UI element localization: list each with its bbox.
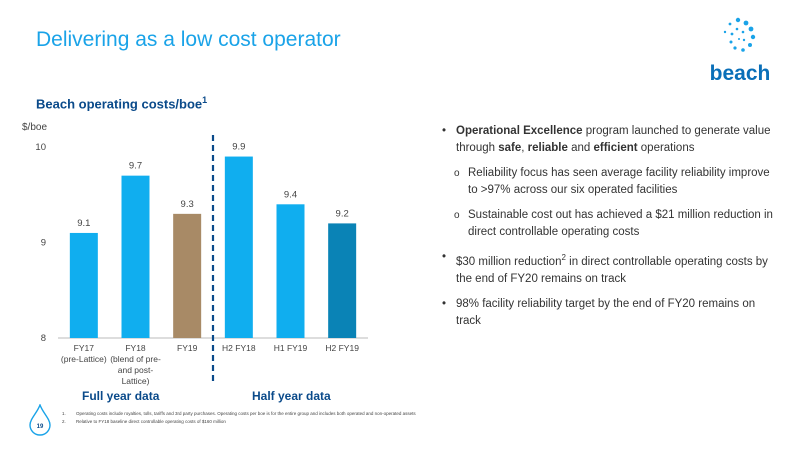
sub-bullet-item: Sustainable cost out has achieved a $21 …: [440, 207, 780, 241]
footnotes: 1. Operating costs include royalties, tol…: [62, 410, 416, 426]
data-label: 9.9: [232, 142, 245, 153]
full-year-data-label: Full year data: [82, 389, 160, 403]
beach-logo: beach: [710, 17, 771, 85]
footnote-text: Operating costs include royalties, tolls…: [76, 411, 416, 416]
x-tick-label: H2 FY18: [222, 343, 256, 353]
bullet-text: Operational Excellence: [456, 125, 583, 137]
bullet-text: program launched to generate value throu…: [456, 125, 771, 154]
x-tick-label: FY19: [177, 343, 198, 353]
water-drop-icon: [29, 404, 51, 436]
logo-dots: [723, 17, 756, 52]
chart-heading-text: Beach operating costs/boe: [36, 96, 203, 112]
bullet-text: reliable: [527, 142, 568, 154]
footnote-text: Relative to FY18 baseline direct control…: [76, 419, 226, 424]
logo-text: beach: [710, 62, 771, 85]
bullet-text: $30 million reduction: [456, 255, 562, 268]
bar: [276, 204, 305, 338]
operating-costs-bar-chart: $/boe 8 9 10 9.1 FY17(pre-Lattice) 9.7 FY18(ble…: [22, 122, 368, 386]
bar: [121, 175, 150, 338]
bullet-text: operations: [637, 142, 695, 154]
x-tick-label: FY18: [125, 343, 146, 353]
data-label: 9.3: [181, 199, 194, 210]
x-tick-label: (pre-Lattice): [61, 354, 107, 364]
bullet-item: 98% facility reliability target by the e…: [440, 296, 780, 330]
sub-bullet-item: Reliability focus has seen average facil…: [440, 165, 780, 199]
data-label: 9.7: [129, 161, 142, 172]
bullet-text: in direct controllable operating costs b…: [456, 255, 768, 285]
bullet-text: safe: [498, 142, 522, 154]
y-tick-label: 10: [35, 142, 46, 153]
bar: [69, 232, 98, 338]
bar: [173, 213, 202, 338]
page-number: 19: [36, 424, 44, 430]
half-year-data-label: Half year data: [252, 389, 331, 403]
bullet-item: $30 million reduction2 in direct control…: [440, 249, 780, 288]
x-tick-label: and post-: [118, 365, 154, 375]
footnote: 1. Operating costs include royalties, tol…: [62, 410, 416, 418]
y-tick-label: 8: [41, 333, 46, 344]
bullet-item: Operational Excellence program launched …: [440, 123, 780, 157]
x-tick-label: Lattice): [122, 376, 150, 386]
chart-heading: Beach operating costs/boe1: [36, 95, 207, 111]
x-tick-label: H1 FY19: [274, 343, 308, 353]
chart-heading-footnote-ref: 1: [202, 95, 208, 105]
y-axis-label: $/boe: [22, 122, 47, 133]
footnote-number: 1.: [62, 411, 66, 416]
bar: [224, 156, 253, 338]
footnote: 2. Relative to FY18 baseline direct contr…: [62, 418, 416, 426]
bullet-text: 2: [561, 253, 566, 262]
bullet-text: Reliability focus has seen average facil…: [468, 167, 770, 196]
x-tick-label: (blend of pre-: [110, 354, 161, 364]
data-label: 9.2: [336, 208, 349, 219]
bullet-text: 98% facility reliability target by the e…: [456, 297, 756, 327]
y-tick-label: 9: [41, 238, 46, 249]
bullet-text: efficient: [593, 142, 638, 154]
bullet-list: Operational Excellence program launched …: [440, 123, 780, 338]
slide-title: Delivering as a low cost operator: [36, 28, 341, 51]
footnote-number: 2.: [62, 419, 66, 424]
bullet-text: and: [567, 142, 594, 154]
x-tick-label: FY17: [74, 343, 95, 353]
bar: [328, 223, 357, 338]
bullet-text: Sustainable cost out has achieved a $21 …: [468, 209, 773, 238]
data-label: 9.1: [77, 218, 90, 229]
data-label: 9.4: [284, 189, 297, 200]
x-tick-label: H2 FY19: [325, 343, 359, 353]
bullet-text: ,: [521, 142, 528, 154]
